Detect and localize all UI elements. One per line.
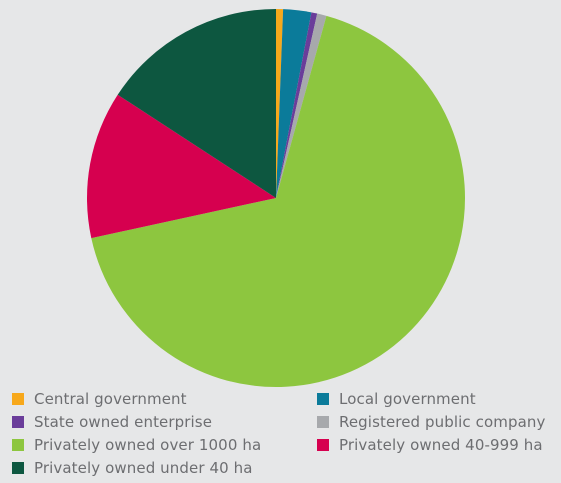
legend-label: State owned enterprise [34,413,213,431]
legend-item: State owned enterprise [12,412,212,432]
pie-slice-state-owned-enterprise [276,12,318,198]
legend-item: Privately owned over 1000 ha [12,435,261,455]
pie-chart [87,8,466,388]
legend-label: Registered public company [339,413,546,431]
legend-label: Local government [339,390,476,408]
legend-item: Local government [317,389,476,409]
legend-swatch [12,393,24,405]
legend-label: Privately owned over 1000 ha [34,436,262,454]
legend-item: Registered public company [317,412,545,432]
legend: Central government Local government State … [12,389,561,483]
legend-swatch [317,416,329,428]
legend-item: Privately owned under 40 ha [12,458,253,478]
legend-label: Privately owned under 40 ha [34,459,253,477]
pie-slice-privately-owned-over-1000-ha [91,15,466,388]
pie-slice-registered-public-company [276,13,327,198]
legend-swatch [12,416,24,428]
legend-item: Privately owned 40-999 ha [317,435,543,455]
pie-slice-local-government [276,9,312,198]
legend-swatch [12,462,24,474]
legend-label: Privately owned 40-999 ha [339,436,543,454]
pie-slices [87,8,466,388]
legend-item: Central government [12,389,187,409]
legend-label: Central government [34,390,187,408]
legend-swatch [12,439,24,451]
pie-slice-privately-owned-40-999-ha [87,94,276,239]
legend-swatch [317,393,329,405]
pie-slice-privately-owned-under-40-ha [117,9,277,198]
pie-slice-central-government [276,8,284,198]
legend-swatch [317,439,329,451]
